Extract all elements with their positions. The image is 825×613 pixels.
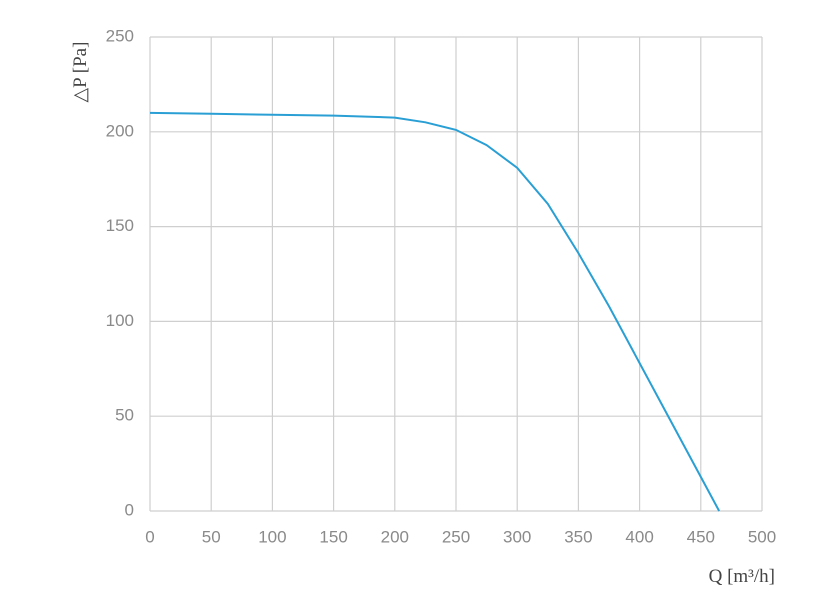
x-tick-label: 400 xyxy=(625,527,653,546)
x-tick-label: 300 xyxy=(503,527,531,546)
x-tick-label: 500 xyxy=(748,527,776,546)
y-tick-label: 0 xyxy=(125,500,134,519)
y-tick-label: 150 xyxy=(106,216,134,235)
x-tick-label: 50 xyxy=(202,527,221,546)
x-tick-label: 250 xyxy=(442,527,470,546)
x-tick-label: 350 xyxy=(564,527,592,546)
y-tick-label: 50 xyxy=(115,406,134,425)
y-tick-label: 250 xyxy=(106,26,134,45)
x-tick-label: 150 xyxy=(319,527,347,546)
x-tick-label: 100 xyxy=(258,527,286,546)
x-tick-label: 450 xyxy=(687,527,715,546)
y-tick-label: 200 xyxy=(106,121,134,140)
data-line xyxy=(149,111,721,512)
x-tick-label: 0 xyxy=(145,527,154,546)
y-tick-label: 100 xyxy=(106,311,134,330)
y-axis-label: △P [Pa] xyxy=(70,42,91,103)
x-tick-label: 200 xyxy=(381,527,409,546)
x-axis-label: Q [m³/h] xyxy=(709,566,775,587)
